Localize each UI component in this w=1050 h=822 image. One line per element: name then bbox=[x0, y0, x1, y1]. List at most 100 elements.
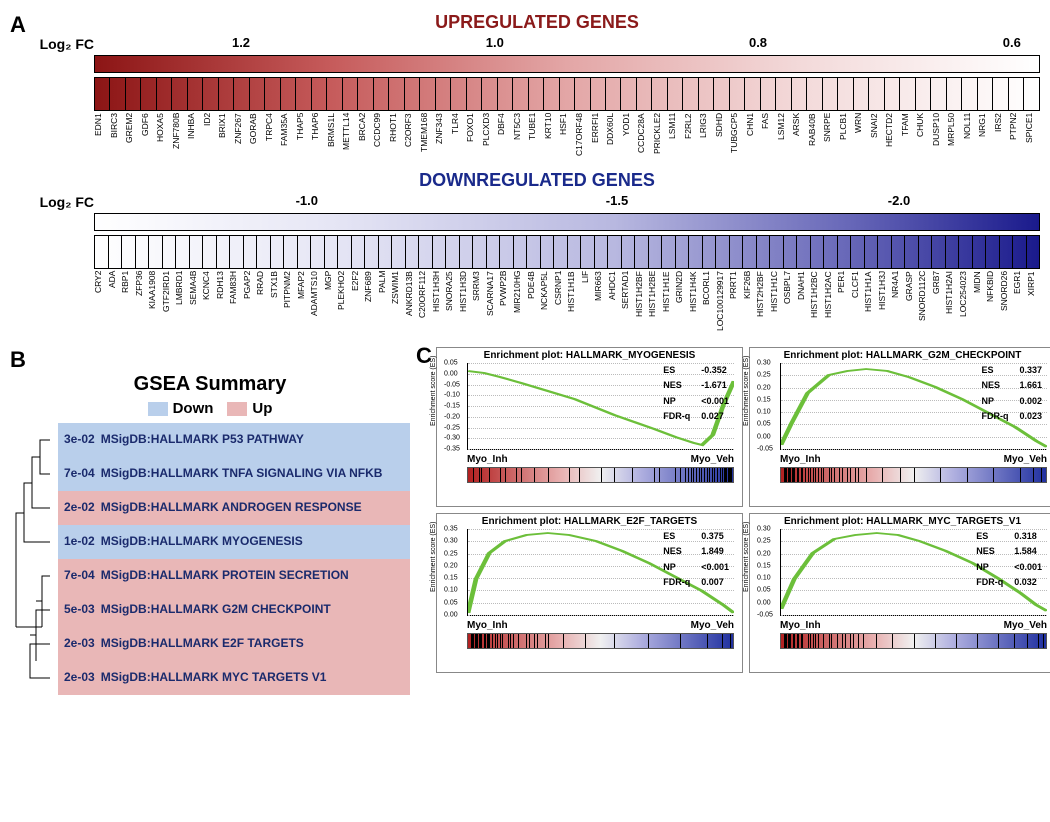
gene-name: PRICKLE2 bbox=[653, 113, 669, 156]
gene-cell bbox=[141, 78, 156, 110]
gene-cell bbox=[541, 236, 555, 268]
gene-cell bbox=[311, 236, 325, 268]
gene-cell bbox=[730, 78, 745, 110]
gene-name: LSM12 bbox=[777, 113, 793, 156]
gene-cell bbox=[993, 78, 1008, 110]
gene-cell bbox=[352, 236, 366, 268]
gene-cell bbox=[514, 236, 528, 268]
gene-cell bbox=[962, 78, 977, 110]
gene-name: ZNF343 bbox=[435, 113, 451, 156]
gene-cell bbox=[931, 78, 946, 110]
down-gradient-bar bbox=[94, 213, 1040, 231]
up-log2fc-label: Log₂ FC bbox=[34, 36, 100, 52]
gene-cell bbox=[327, 78, 342, 110]
gene-cell bbox=[467, 78, 482, 110]
gene-cell bbox=[676, 236, 690, 268]
gene-cell bbox=[419, 236, 433, 268]
gene-cell bbox=[149, 236, 163, 268]
gene-name: KCNC4 bbox=[202, 271, 216, 331]
enrichment-title: Enrichment plot: HALLMARK_G2M_CHECKPOINT bbox=[754, 350, 1050, 361]
gene-name: C20ORF112 bbox=[418, 271, 432, 331]
gene-name: MIR210HG bbox=[513, 271, 527, 331]
gene-cell bbox=[1013, 236, 1027, 268]
gene-cell bbox=[568, 236, 582, 268]
axis-tick: 1.0 bbox=[486, 35, 504, 50]
gene-cell bbox=[824, 236, 838, 268]
gene-cell bbox=[621, 78, 636, 110]
gene-name: HIST1H2BC bbox=[810, 271, 824, 331]
gene-name: BIRC3 bbox=[110, 113, 126, 156]
gene-cell bbox=[854, 78, 869, 110]
gene-name: PER1 bbox=[837, 271, 851, 331]
gsea-legend: Down Up bbox=[10, 400, 410, 417]
gsea-rows: 3e-02MSigDB:HALLMARK P53 PATHWAY7e-04MSi… bbox=[58, 423, 410, 695]
gene-cell bbox=[343, 78, 358, 110]
gene-name: ADA bbox=[108, 271, 122, 331]
gene-cell bbox=[784, 236, 798, 268]
gene-name: THAP6 bbox=[311, 113, 327, 156]
gene-cell bbox=[838, 78, 853, 110]
gene-cell bbox=[498, 78, 513, 110]
gene-cell bbox=[606, 78, 621, 110]
gene-name: NFKBID bbox=[986, 271, 1000, 331]
gene-name: RRAD bbox=[256, 271, 270, 331]
gene-cell bbox=[544, 78, 559, 110]
gene-cell bbox=[172, 78, 187, 110]
gene-cell bbox=[374, 78, 389, 110]
gene-name: HIST1H1B bbox=[567, 271, 581, 331]
enrichment-title: Enrichment plot: HALLMARK_E2F_TARGETS bbox=[441, 516, 738, 527]
axis-tick: -2.0 bbox=[888, 193, 910, 208]
gene-cell bbox=[637, 78, 652, 110]
gene-cell bbox=[900, 78, 915, 110]
gene-name: OSBPL7 bbox=[783, 271, 797, 331]
gene-name: ARSK bbox=[792, 113, 808, 156]
axis-tick: -1.0 bbox=[296, 193, 318, 208]
gene-name: MRPL50 bbox=[947, 113, 963, 156]
gene-name: ADAMTS10 bbox=[310, 271, 324, 331]
gene-cell bbox=[730, 236, 744, 268]
gene-cell bbox=[797, 236, 811, 268]
gene-cell bbox=[203, 236, 217, 268]
cond-right: Myo_Veh bbox=[691, 620, 734, 631]
gene-cell bbox=[743, 236, 757, 268]
gene-name: MIDN bbox=[973, 271, 987, 331]
gene-name: NRG1 bbox=[978, 113, 994, 156]
gene-cell bbox=[1027, 236, 1040, 268]
gene-cell bbox=[157, 78, 172, 110]
gene-cell bbox=[203, 78, 218, 110]
cond-left: Myo_Inh bbox=[467, 454, 508, 465]
gene-cell bbox=[885, 78, 900, 110]
gene-cell bbox=[581, 236, 595, 268]
gene-name: BCORL1 bbox=[702, 271, 716, 331]
gene-name: ZSWIM1 bbox=[391, 271, 405, 331]
gene-name: TRPC4 bbox=[265, 113, 281, 156]
gsea-row: 2e-03MSigDB:HALLMARK MYC TARGETS V1 bbox=[58, 661, 410, 695]
gene-cell bbox=[312, 78, 327, 110]
gene-cell bbox=[110, 78, 125, 110]
gene-name: CHN1 bbox=[746, 113, 762, 156]
gene-cell bbox=[529, 78, 544, 110]
axis-tick: 0.6 bbox=[1003, 35, 1021, 50]
gene-name: HECTD2 bbox=[885, 113, 901, 156]
gene-name: SRRM3 bbox=[472, 271, 486, 331]
gene-name: C17ORF48 bbox=[575, 113, 591, 156]
gene-cell bbox=[745, 78, 760, 110]
enrichment-stats: ES-0.352NES-1.671NP<0.001FDR-q0.027 bbox=[660, 362, 732, 425]
gsea-row: 3e-02MSigDB:HALLMARK P53 PATHWAY bbox=[58, 423, 410, 457]
legend-down: Down bbox=[148, 400, 214, 417]
gene-name: C2ORF3 bbox=[404, 113, 420, 156]
panel-b: B GSEA Summary Down Up bbox=[10, 347, 410, 695]
gene-name: PDE4B bbox=[527, 271, 541, 331]
axis-tick: 0.8 bbox=[749, 35, 767, 50]
rug-plot bbox=[780, 467, 1047, 483]
gene-cell bbox=[919, 236, 933, 268]
gene-cell bbox=[807, 78, 822, 110]
gene-name: CCDC28A bbox=[637, 113, 653, 156]
gene-name: METTL14 bbox=[342, 113, 358, 156]
gene-cell bbox=[257, 236, 271, 268]
gene-name: KIAA1908 bbox=[148, 271, 162, 331]
gene-cell bbox=[792, 78, 807, 110]
gene-name: GDF6 bbox=[141, 113, 157, 156]
gene-cell bbox=[595, 236, 609, 268]
gene-cell bbox=[500, 236, 514, 268]
